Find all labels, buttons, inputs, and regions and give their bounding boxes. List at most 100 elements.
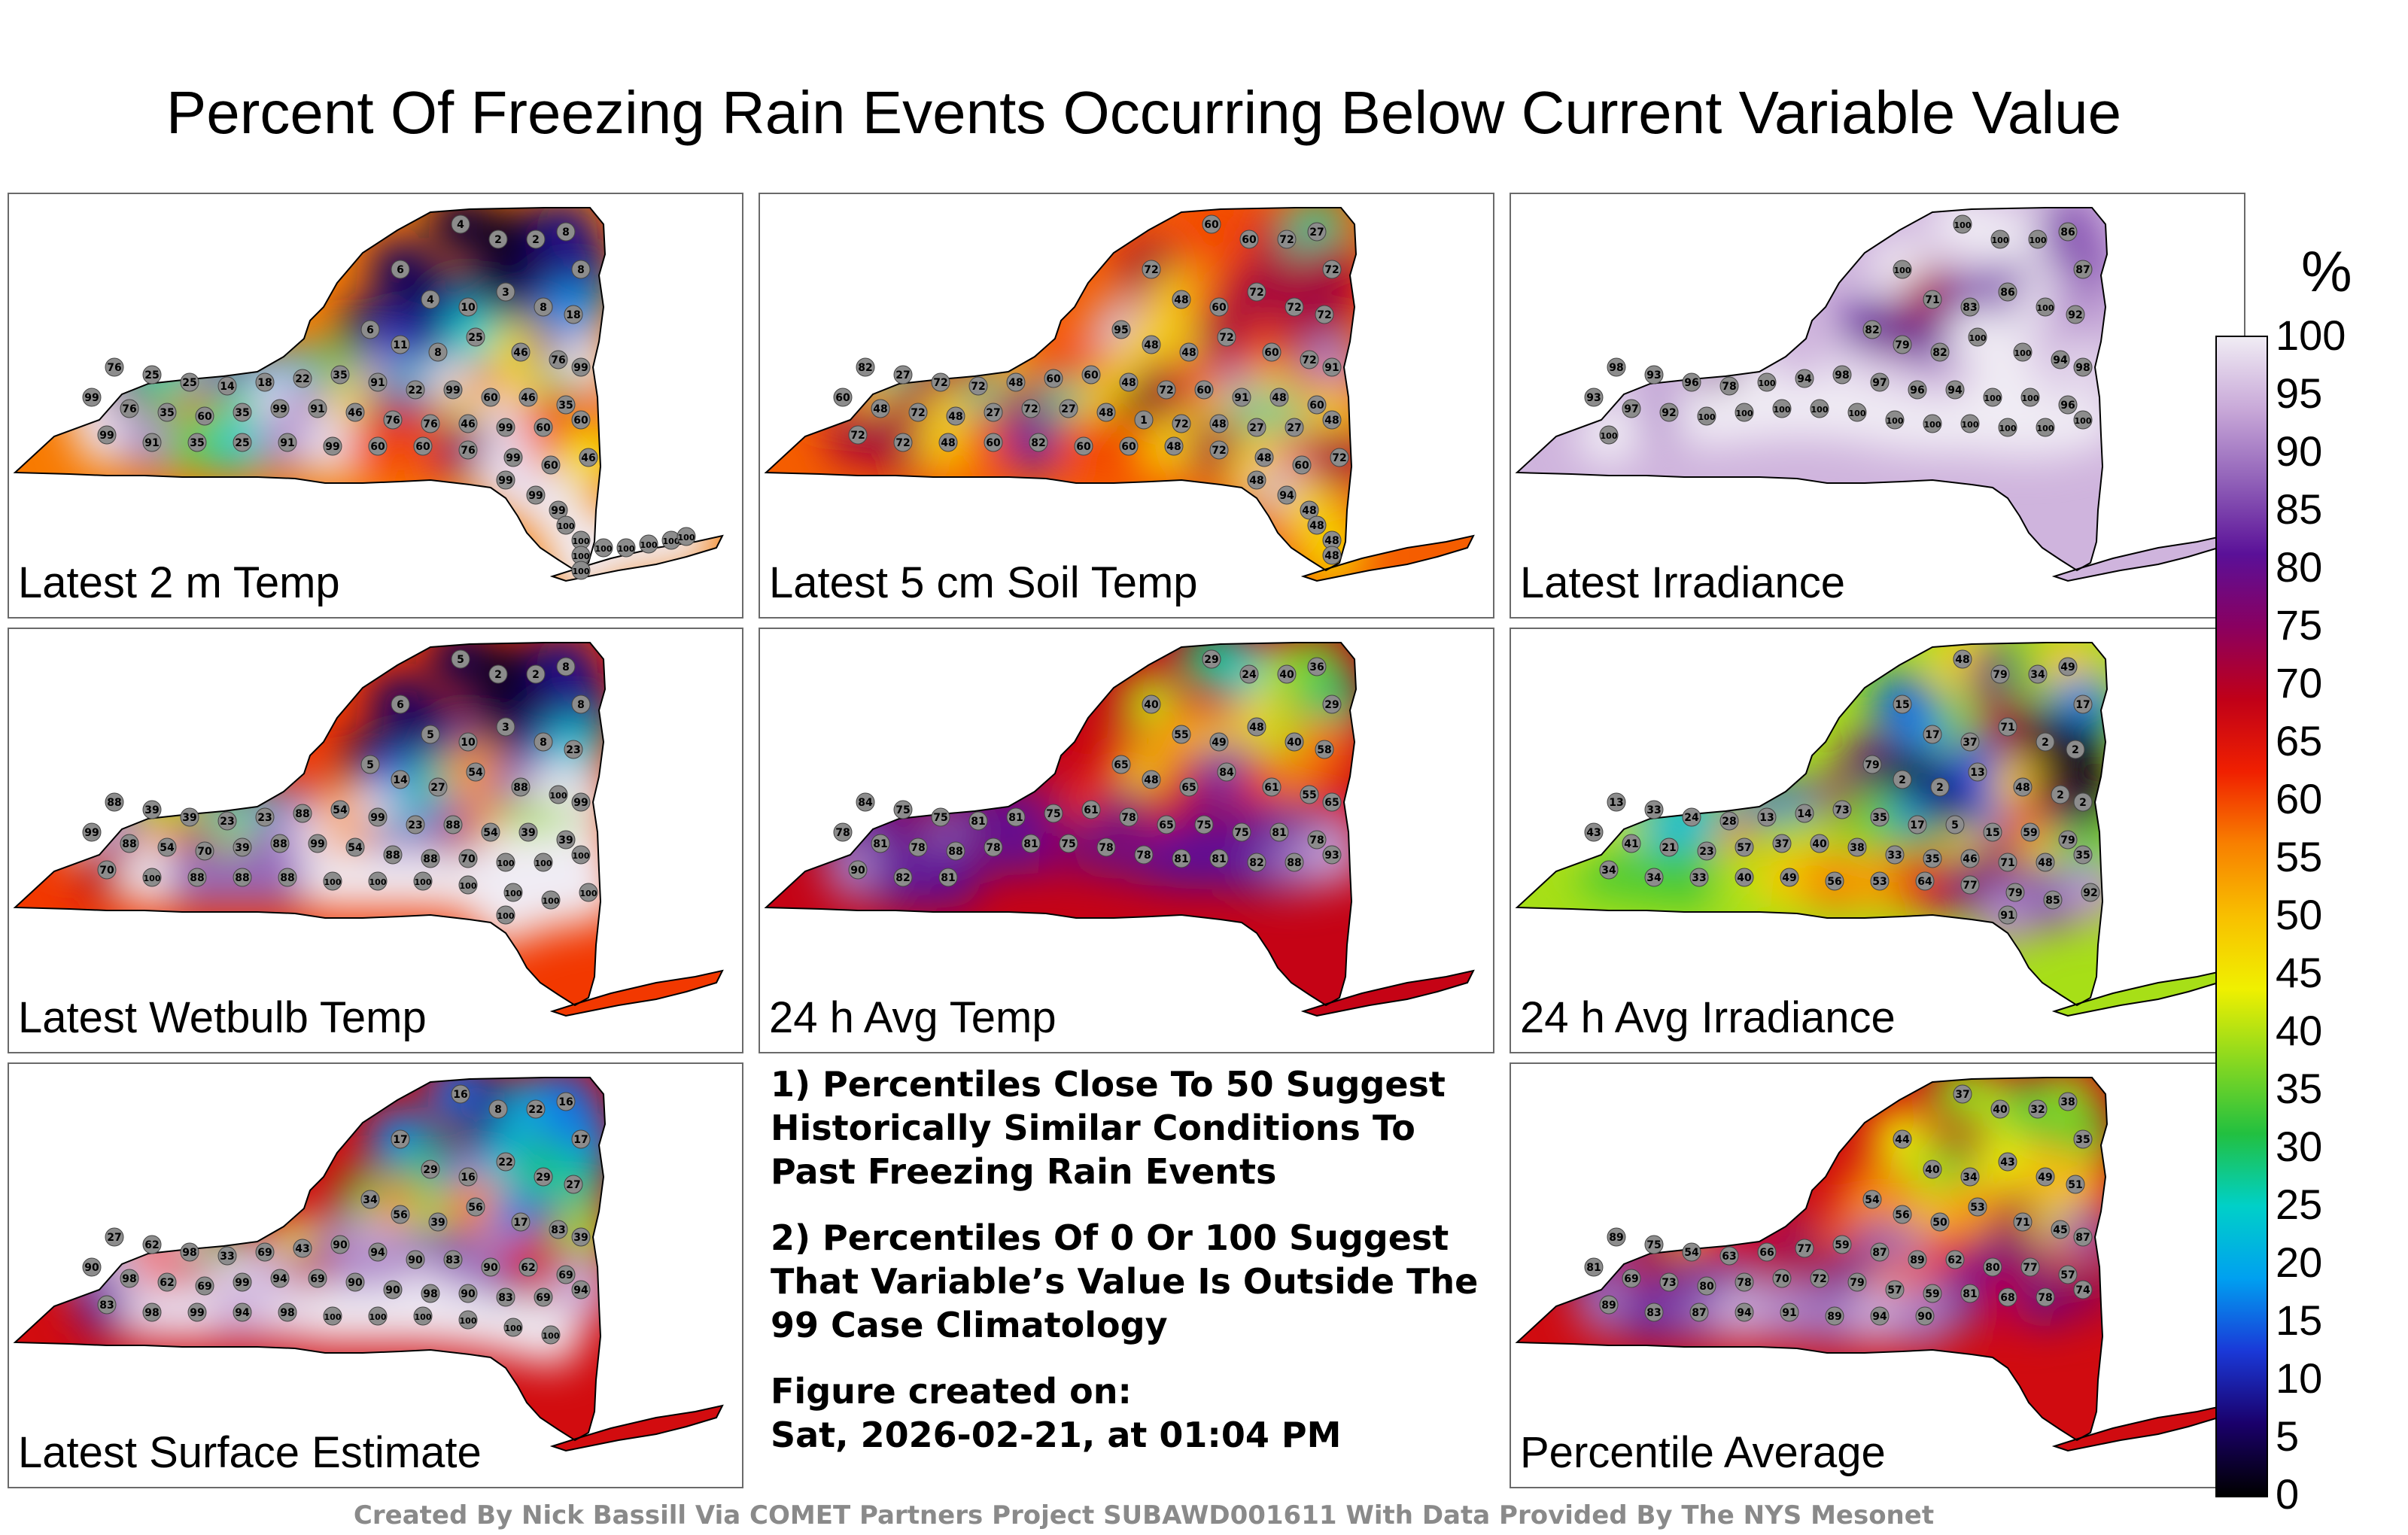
station-marker: 38 — [2058, 1092, 2078, 1111]
station-marker: 69 — [308, 1269, 327, 1288]
svg-text:48: 48 — [1302, 505, 1316, 517]
station-marker: 99 — [503, 448, 523, 467]
svg-text:40: 40 — [1925, 1164, 1940, 1176]
station-marker: 51 — [2066, 1175, 2085, 1194]
colorbar-unit: % — [2301, 240, 2352, 304]
station-marker: 62 — [1945, 1250, 1965, 1269]
station-marker: 100 — [571, 845, 591, 865]
station-marker: 100 — [579, 883, 598, 902]
station-marker: 83 — [1644, 1302, 1664, 1322]
svg-text:25: 25 — [182, 377, 196, 389]
svg-text:85: 85 — [2045, 895, 2060, 907]
svg-text:76: 76 — [107, 362, 121, 374]
station-marker: 82 — [1247, 853, 1266, 872]
station-marker: 78 — [908, 837, 928, 857]
svg-text:2: 2 — [2042, 737, 2049, 749]
svg-text:94: 94 — [1872, 1311, 1887, 1323]
station-marker: 23 — [217, 811, 237, 831]
svg-text:5: 5 — [1951, 819, 1959, 831]
svg-text:17: 17 — [573, 1134, 588, 1146]
panel-label: Latest 2 m Temp — [18, 558, 340, 607]
station-marker: 29 — [534, 1167, 553, 1187]
station-marker: 65 — [1179, 777, 1199, 797]
station-marker: 100 — [1847, 403, 1867, 422]
svg-text:43: 43 — [295, 1243, 309, 1255]
svg-text:18: 18 — [257, 377, 272, 389]
svg-text:75: 75 — [1046, 808, 1060, 820]
station-marker: 79 — [2005, 883, 2025, 902]
long-island-outline — [549, 969, 724, 1017]
svg-text:82: 82 — [895, 872, 910, 884]
svg-text:60: 60 — [370, 441, 385, 453]
station-marker: 39 — [571, 1227, 591, 1247]
station-marker: 94 — [2051, 350, 2070, 369]
panel-label: 24 h Avg Temp — [769, 993, 1057, 1042]
station-marker: 78 — [984, 837, 1003, 857]
station-marker: 81 — [968, 811, 988, 831]
svg-text:90: 90 — [348, 1277, 363, 1289]
station-marker: 100 — [496, 905, 515, 925]
station-marker: 72 — [1277, 229, 1297, 249]
station-marker: 54 — [157, 837, 177, 857]
svg-text:93: 93 — [1646, 369, 1661, 381]
station-marker: 90 — [1915, 1306, 1935, 1326]
station-marker: 64 — [1915, 871, 1935, 891]
svg-text:8: 8 — [577, 699, 585, 711]
station-marker: 73 — [1832, 800, 1852, 819]
svg-text:81: 81 — [873, 838, 887, 850]
station-marker: 71 — [2013, 1212, 2033, 1232]
station-marker: 96 — [2058, 395, 2078, 415]
station-marker: 48 — [871, 399, 890, 418]
station-marker: 88 — [270, 834, 290, 853]
state-outline — [764, 207, 1358, 572]
station-marker: 100 — [1960, 414, 1980, 433]
station-marker: 18 — [255, 372, 275, 392]
svg-text:78: 78 — [1722, 381, 1736, 393]
svg-text:81: 81 — [1586, 1262, 1601, 1274]
svg-text:8: 8 — [434, 347, 442, 359]
svg-text:29: 29 — [536, 1172, 550, 1184]
panel-24h-avg-irradiance: 48 79 34 49 17 15 17 37 71 2 2 79 2 2 13 48 2 2 13 33 24 28 13… — [1510, 628, 2245, 1053]
station-marker: 15 — [1893, 695, 1912, 714]
svg-text:100: 100 — [324, 877, 342, 887]
svg-text:83: 83 — [99, 1299, 114, 1312]
station-marker: 100 — [1697, 406, 1716, 426]
station-marker: 83 — [549, 1220, 568, 1239]
svg-text:99: 99 — [573, 797, 588, 809]
svg-text:71: 71 — [2000, 722, 2014, 734]
station-marker: 3 — [496, 282, 515, 302]
station-marker: 48 — [1006, 372, 1026, 392]
svg-text:34: 34 — [363, 1194, 378, 1206]
colorbar-tick-label: 45 — [2276, 949, 2323, 996]
svg-text:2: 2 — [532, 234, 540, 246]
svg-text:72: 72 — [895, 437, 910, 449]
svg-text:60: 60 — [1204, 219, 1219, 231]
station-marker: 48 — [1322, 546, 1342, 565]
svg-text:60: 60 — [1046, 373, 1061, 385]
station-marker: 39 — [142, 800, 162, 819]
station-marker: 70 — [1772, 1269, 1792, 1288]
shaded-field — [766, 643, 1473, 1016]
svg-text:15: 15 — [1985, 827, 1999, 839]
station-marker: 25 — [233, 433, 252, 452]
svg-text:24: 24 — [1684, 812, 1699, 824]
svg-text:27: 27 — [986, 407, 1000, 419]
svg-text:46: 46 — [581, 452, 595, 464]
svg-text:27: 27 — [1309, 226, 1324, 239]
svg-text:14: 14 — [1797, 808, 1812, 820]
svg-text:60: 60 — [1212, 302, 1227, 314]
station-marker: 88 — [443, 815, 463, 834]
station-marker: 46 — [1960, 849, 1980, 868]
svg-text:69: 69 — [558, 1269, 573, 1281]
svg-text:82: 82 — [1031, 437, 1045, 449]
station-marker: 33 — [1885, 845, 1905, 865]
station-marker: 40 — [1923, 1160, 1942, 1179]
station-marker: 99 — [571, 792, 591, 812]
colorbar-tick-label: 85 — [2276, 485, 2323, 533]
svg-text:99: 99 — [498, 475, 512, 487]
panel-label: Percentile Average — [1520, 1428, 1886, 1477]
station-marker: 96 — [1908, 380, 1927, 400]
station-marker: 46 — [511, 342, 531, 362]
svg-text:69: 69 — [536, 1292, 550, 1304]
station-marker: 5 — [360, 755, 380, 774]
